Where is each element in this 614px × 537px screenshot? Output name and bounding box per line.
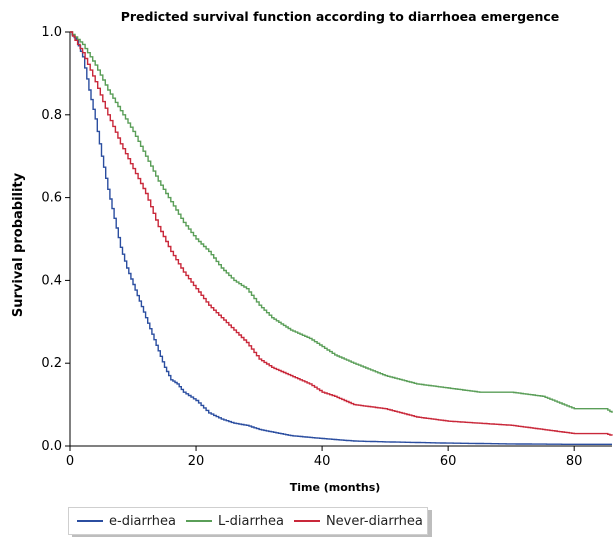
chart-legend: e-diarrhea L-diarrhea Never-diarrhea: [68, 507, 428, 535]
y-tick-label: 0.4: [41, 273, 62, 288]
y-tick-label: 0.2: [41, 356, 62, 371]
chart-title: Predicted survival function according to…: [121, 9, 560, 24]
x-tick-label: 80: [566, 454, 583, 469]
series-line-never-diarrhea: [70, 31, 613, 436]
series-line-e-diarrhea: [70, 31, 612, 445]
x-tick-label: 60: [440, 454, 457, 469]
y-tick-label: 0.6: [41, 191, 62, 206]
x-tick-label: 40: [314, 454, 331, 469]
y-tick-label: 0.8: [41, 108, 62, 123]
legend-item: e-diarrhea: [77, 514, 176, 529]
legend-label: e-diarrhea: [109, 513, 176, 529]
legend-swatch: [293, 520, 320, 522]
plot-area: 0.0 0.2 0.4 0.6 0.8 1.0 0 20 40 60 80: [41, 25, 613, 469]
x-axis-label: Time (months): [290, 481, 381, 494]
y-axis-label: Survival probability: [11, 172, 26, 317]
x-tick-label: 0: [66, 454, 74, 469]
series-line-l-diarrhea: [70, 31, 613, 413]
y-tick-label: 0.0: [41, 439, 62, 454]
legend-label: L-diarrhea: [217, 513, 284, 529]
legend-swatch: [77, 520, 103, 522]
legend-item: Never-diarrhea: [293, 513, 423, 529]
x-tick-label: 20: [188, 454, 205, 469]
legend-item: L-diarrhea: [185, 513, 284, 529]
legend-label: Never-diarrhea: [325, 513, 423, 529]
legend-swatch: [185, 520, 212, 522]
y-tick-label: 1.0: [41, 25, 62, 40]
survival-chart: Predicted survival function according to…: [11, 9, 613, 494]
